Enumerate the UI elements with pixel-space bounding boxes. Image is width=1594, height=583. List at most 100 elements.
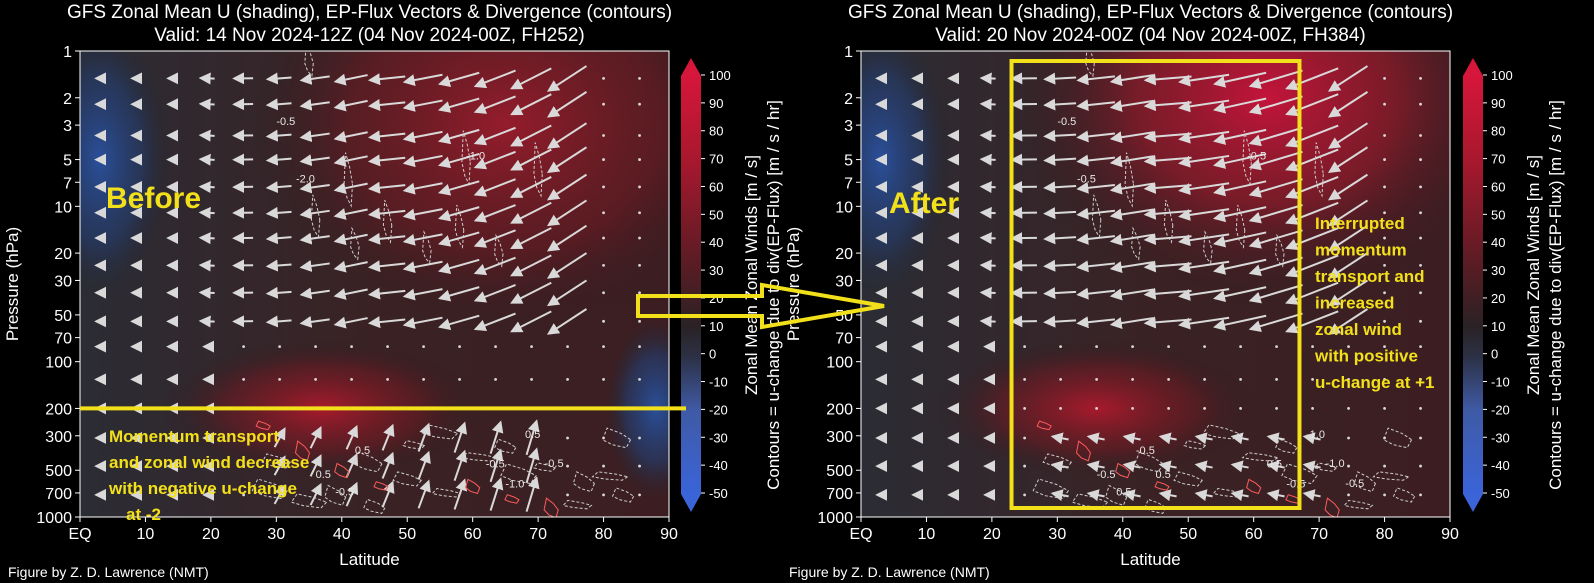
contour-line	[461, 130, 471, 186]
ep-flux-arrow	[979, 232, 996, 245]
contour-labels: -0.5-0.5-0.50.5-0.5-0.50.5-1.0-0.5-1.00.…	[1057, 116, 1364, 498]
ep-flux-arrow	[1122, 432, 1141, 445]
ep-flux-dot	[1023, 464, 1027, 468]
contour-line	[310, 194, 321, 239]
ep-flux-arrow	[546, 224, 588, 252]
ep-flux-arrow	[1086, 460, 1105, 473]
y-tick-label: 3	[63, 118, 72, 135]
contour-line	[1032, 478, 1070, 500]
highlight-box	[1009, 59, 1302, 510]
colorbar-tick-label: -10	[1491, 375, 1510, 390]
ep-flux-arrow	[473, 256, 516, 276]
contour-line	[1314, 142, 1324, 198]
ep-flux-arrow	[473, 178, 516, 197]
ep-flux-dot	[386, 345, 389, 349]
ep-flux-arrow	[437, 258, 480, 275]
contour-line	[460, 452, 499, 462]
x-tick-label: 30	[1048, 526, 1066, 543]
contour-line	[1281, 463, 1318, 485]
ep-flux-arrow	[1076, 260, 1116, 273]
ep-flux-arrow	[1230, 460, 1249, 473]
ep-flux-dot	[1419, 263, 1422, 267]
colorbar-tick-label: 100	[1491, 68, 1513, 83]
colorbar-tick-label: -50	[709, 486, 728, 501]
ep-flux-arrow	[299, 315, 330, 328]
contour-label: -0.5	[1057, 116, 1076, 128]
ep-flux-dot	[1275, 345, 1278, 349]
ep-flux-arrow	[345, 424, 359, 450]
y-tick-label: 1000	[36, 510, 72, 527]
contour-label: 0.5	[1267, 458, 1282, 470]
annotation-note: Interrupted	[1315, 214, 1405, 233]
contour-line	[494, 233, 504, 268]
x-tick-label: 10	[137, 526, 155, 543]
ep-flux-arrow	[265, 181, 292, 194]
ep-flux-dot	[602, 291, 605, 295]
ep-flux-arrow	[510, 67, 552, 90]
ep-flux-arrow	[1302, 460, 1321, 473]
ep-flux-arrow	[1043, 259, 1077, 272]
y-tick-label: 50	[54, 308, 72, 325]
ep-flux-arrow	[473, 126, 516, 146]
ep-flux-arrow	[402, 233, 443, 246]
ep-flux-arrow	[1285, 124, 1339, 148]
y-tick-label: 1000	[817, 510, 853, 527]
ep-flux-dot	[1023, 377, 1027, 381]
ep-flux-arrow	[265, 259, 292, 272]
ep-flux-dot	[1131, 407, 1134, 410]
ep-flux-arrow	[1122, 489, 1141, 502]
ep-flux-arrow	[1043, 98, 1077, 111]
ep-flux-arrow	[1178, 316, 1230, 330]
ep-flux-arrow	[1178, 99, 1230, 113]
ep-flux-dot	[638, 158, 641, 161]
ep-flux-arrow	[198, 181, 215, 194]
ep-flux-arrow	[1213, 258, 1267, 275]
ep-flux-arrow	[1050, 489, 1069, 502]
ep-flux-arrow	[1086, 489, 1105, 502]
ep-flux-dot	[602, 76, 605, 80]
contour-line	[601, 427, 632, 449]
ep-flux-arrow	[1076, 287, 1116, 300]
x-axis-label: Latitude	[1120, 550, 1181, 569]
ep-flux-arrow	[437, 152, 480, 169]
y-tick-label: 30	[835, 273, 853, 290]
ep-flux-arrow	[1248, 256, 1303, 277]
colorbar: 1009080706050403020100-10-20-30-40-50Zon…	[1463, 58, 1565, 512]
y-axis-label: Pressure (hPa)	[784, 227, 803, 341]
contour-label: -0.5	[486, 458, 505, 470]
ep-flux-arrow	[198, 129, 215, 142]
figure-credit: Figure by Z. D. Lawrence (NMT)	[8, 564, 209, 580]
ep-flux-arrow	[265, 129, 292, 142]
ep-flux-dot	[1059, 407, 1063, 410]
contour-line	[1314, 462, 1338, 472]
annotation-note: and zonal wind decrease	[109, 453, 309, 472]
ep-flux-arrow	[1213, 97, 1267, 114]
ep-flux-dot	[1419, 134, 1422, 137]
ep-flux-arrow	[1076, 232, 1116, 245]
y-tick-label: 7	[844, 175, 853, 192]
colorbar-min-arrow	[681, 494, 701, 512]
ep-flux-arrow	[1327, 199, 1369, 227]
contour-line	[1275, 438, 1298, 454]
ep-flux-arrow	[546, 122, 588, 149]
colorbar-tick-label: 10	[709, 319, 723, 334]
ep-flux-arrow	[437, 314, 480, 330]
ep-flux-arrow	[1076, 99, 1116, 112]
ep-flux-arrow	[273, 455, 286, 476]
annotation-note: zonal wind	[1315, 320, 1402, 339]
contour-label: -0.5	[1136, 445, 1155, 457]
contour-label: 0.5	[1156, 469, 1171, 481]
contour-line	[1212, 487, 1243, 498]
x-tick-label: 40	[333, 526, 351, 543]
ep-flux-arrow	[417, 422, 431, 452]
contour-line	[304, 51, 314, 78]
ep-flux-dot	[602, 345, 605, 349]
x-tick-label: 50	[398, 526, 416, 543]
colorbar-tick-label: 70	[1491, 152, 1505, 167]
ep-flux-arrow	[1194, 460, 1213, 473]
ep-flux-dot	[1311, 345, 1314, 349]
ep-flux-arrow	[402, 260, 443, 274]
ep-flux-arrow	[265, 286, 292, 299]
ep-flux-dot	[1383, 493, 1386, 497]
ep-flux-arrow	[309, 425, 322, 449]
